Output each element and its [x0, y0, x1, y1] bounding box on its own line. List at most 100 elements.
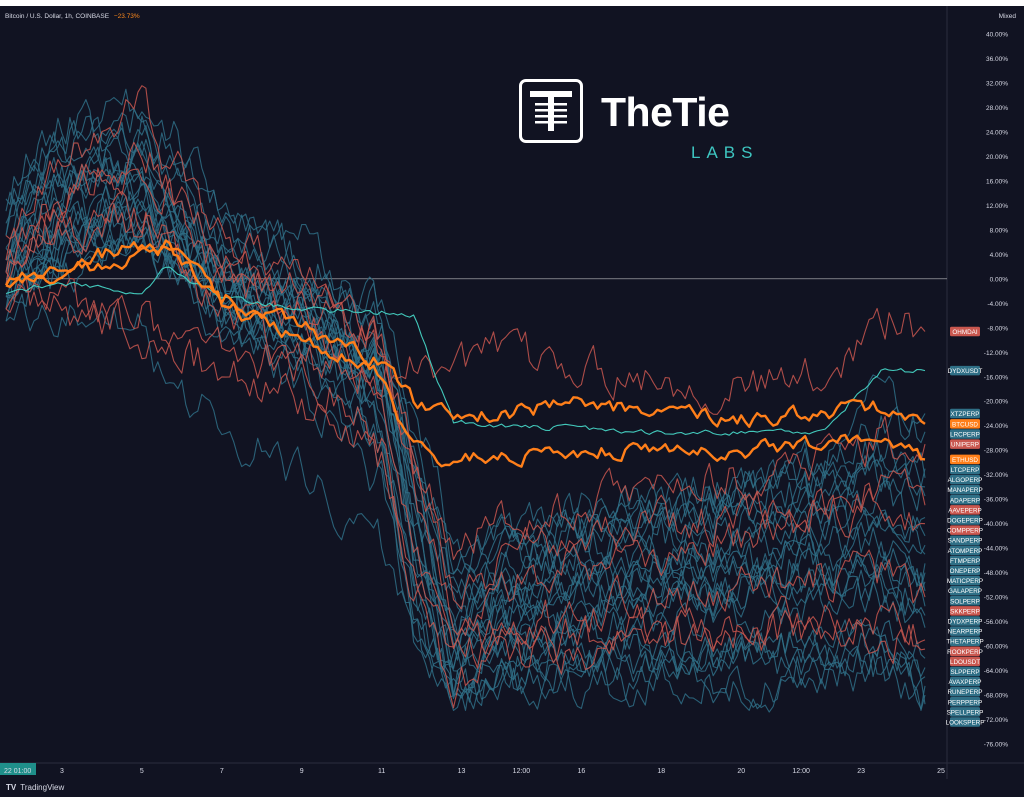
y-tick-label: -64.00% — [984, 668, 1008, 675]
series-tag-label: ATOMPERP — [948, 548, 983, 555]
series-tag-label: ADAPERP — [950, 497, 980, 504]
series-tag-skkperp: SKKPERP — [950, 606, 980, 616]
y-tick-label: -32.00% — [984, 472, 1008, 479]
series-tag-label: LOOKSPERP — [946, 720, 985, 727]
series-tag-solperp: SOLPERP — [950, 596, 980, 606]
y-tick-label: -12.00% — [984, 350, 1008, 357]
x-tick-label: 7 — [220, 768, 224, 775]
logo-mark-icon — [519, 79, 583, 143]
series-tag-label: GALAPERP — [948, 588, 982, 595]
series-tag-label: DYDXPERP — [948, 619, 983, 626]
series-tag-label: DYDXUSDT — [948, 368, 983, 375]
series-line-adaperp — [6, 206, 925, 599]
y-tick-label: -40.00% — [984, 521, 1008, 528]
series-tag-label: SOLPERP — [950, 598, 980, 605]
y-tick-label: -28.00% — [984, 448, 1008, 455]
series-tag-maticperp: MATICPERP — [947, 576, 983, 586]
series-tag-label: NEARPERP — [948, 629, 983, 636]
series-tag-uniperp: UNIPERP — [950, 439, 980, 449]
y-tick-label: -72.00% — [984, 717, 1008, 724]
series-tag-galaperp: GALAPERP — [948, 586, 982, 596]
series-line-dydxperp — [6, 206, 925, 696]
series-tag-label: ROOKPERP — [947, 649, 983, 656]
series-tag-xtzperp: XTZPERP — [950, 409, 980, 419]
series-line-compperp — [6, 142, 925, 635]
series-tag-label: BTCUSD — [952, 421, 978, 428]
tradingview-label: TradingView — [20, 783, 64, 792]
series-tag-ldousdt: LDOUSDT — [950, 657, 980, 667]
y-tick-label: -8.00% — [987, 325, 1008, 332]
series-tag-compperp: COMPPERP — [947, 525, 983, 535]
series-tag-btcusd: BTCUSD — [950, 419, 980, 429]
y-tick-label: 20.00% — [986, 154, 1008, 161]
x-tick-label: 9 — [300, 768, 304, 775]
thetie-labs-logo: TheTie LABS — [519, 79, 747, 169]
series-tag-dogeperp: DOGEPERP — [947, 515, 983, 525]
series-tag-label: MANAPERP — [947, 487, 982, 494]
series-tag-label: LRCPERP — [950, 432, 980, 439]
y-tick-label: -48.00% — [984, 570, 1008, 577]
series-tag-label: SKKPERP — [950, 608, 980, 615]
series-tag-label: XTZPERP — [950, 411, 979, 418]
x-tick-label: 12:00 — [513, 768, 531, 775]
series-tag-ftmperp: FTMPERP — [950, 556, 980, 566]
series-tag-thetaperp: THETAPERP — [946, 636, 983, 646]
series-tag-label: RUNEPERP — [948, 689, 983, 696]
series-tag-adaperp: ADAPERP — [950, 495, 980, 505]
y-tick-label: 40.00% — [986, 32, 1008, 39]
x-tick-label: 12:00 — [792, 768, 810, 775]
x-tick-label: 23 — [857, 768, 865, 775]
y-tick-label: -16.00% — [984, 374, 1008, 381]
y-tick-label: -76.00% — [984, 742, 1008, 749]
series-line-dogeperp — [6, 227, 925, 612]
series-tag-oneperp: ONEPERP — [950, 566, 981, 576]
y-tick-label: -68.00% — [984, 693, 1008, 700]
series-line-nearperp — [6, 199, 925, 668]
x-tick-label: 13 — [458, 768, 466, 775]
tradingview-logo-icon: TV — [6, 783, 16, 792]
series-tag-manaperp: MANAPERP — [947, 485, 982, 495]
series-tag-atomperp: ATOMPERP — [948, 546, 983, 556]
y-tick-label: 28.00% — [986, 105, 1008, 112]
series-tag-avaxperp: AVAXPERP — [948, 677, 981, 687]
series-tag-label: SANDPERP — [948, 538, 983, 545]
series-tag-label: SPELLPERP — [947, 709, 984, 716]
x-tick-label: 18 — [657, 768, 665, 775]
series-tag-label: MATICPERP — [947, 578, 983, 585]
series-tag-label: UNIPERP — [951, 442, 979, 449]
series-tag-lrcperp: LRCPERP — [950, 429, 980, 439]
series-tag-algoperp: ALGOPERP — [948, 475, 983, 485]
series-tag-dydxusdt: DYDXUSDT — [948, 366, 983, 376]
y-tick-label: -36.00% — [984, 497, 1008, 504]
series-tag-label: DOGEPERP — [947, 518, 983, 525]
series-line-lrcperp — [6, 122, 925, 574]
x-tick-label: 3 — [60, 768, 64, 775]
series-tag-looksperp: LOOKSPERP — [946, 717, 985, 727]
tradingview-brand[interactable]: TV TradingView — [6, 783, 64, 792]
bottom-bar: TV TradingView — [0, 779, 1024, 797]
series-tag-spellperp: SPELLPERP — [947, 707, 984, 717]
series-tag-label: LDOUSDT — [950, 659, 980, 666]
series-tag-label: AAVEPERP — [948, 507, 981, 514]
logo-sub: LABS — [691, 143, 758, 163]
series-tag-ltcperp: LTCPERP — [950, 465, 980, 475]
y-tick-label: -52.00% — [984, 595, 1008, 602]
series-tag-ethusd: ETHUSD — [950, 455, 980, 465]
series-line-ethusd — [6, 241, 925, 467]
series-tag-ohmdai: OHMDAI — [950, 327, 980, 337]
series-tag-label: FTMPERP — [950, 558, 980, 565]
series-tag-aaveperp: AAVEPERP — [948, 505, 981, 515]
series-tag-label: ONEPERP — [950, 568, 981, 575]
series-tag-label: PERPPERP — [948, 699, 982, 706]
y-tick-label: -60.00% — [984, 644, 1008, 651]
x-tick-label: 22 01:00 — [4, 768, 31, 775]
series-line-maticperp — [6, 182, 925, 630]
series-tag-dydxperp: DYDXPERP — [948, 616, 983, 626]
series-tag-label: ETHUSD — [952, 457, 978, 464]
y-tick-label: 8.00% — [990, 227, 1009, 234]
y-tick-label: -44.00% — [984, 546, 1008, 553]
logo-name: TheTie — [601, 89, 729, 136]
series-tag-label: LTCPERP — [951, 467, 980, 474]
series-tag-label: THETAPERP — [946, 639, 983, 646]
price-chart[interactable]: 40.00% 36.00% 32.00% 28.00% 24.00% 20.00% 16.0… — [0, 6, 1024, 795]
